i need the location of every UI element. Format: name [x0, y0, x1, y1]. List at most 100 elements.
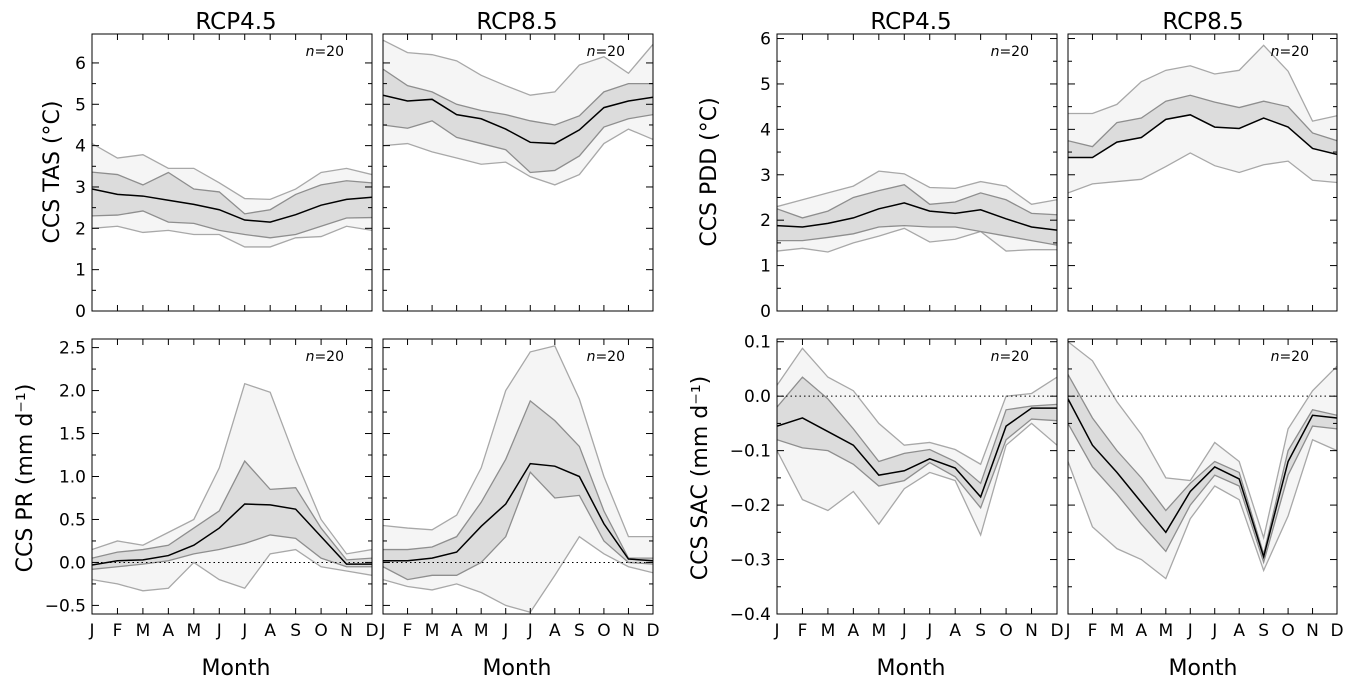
panel-frame: [776, 338, 1058, 615]
inner-band-upper-line: [1068, 94, 1337, 148]
plot-area: [383, 39, 653, 186]
inner-band-lower-line: [777, 418, 1057, 510]
outer-band-upper-line: [777, 347, 1057, 466]
inner-band-upper-line: [92, 171, 372, 215]
n-label: n=20: [587, 44, 625, 60]
plot-area: [777, 170, 1057, 253]
y-tick-label: 3: [760, 166, 771, 186]
x-tick-label: J: [379, 621, 385, 641]
ylabel-tas: CCS TAS (°C): [40, 101, 65, 244]
inner-band-upper-line: [383, 68, 653, 126]
x-tick-label: O: [999, 621, 1012, 641]
x-tick-label: M: [425, 621, 440, 641]
panel-frame: [91, 33, 373, 312]
panel-pr-rcp45: J F M A M J J A S O N D−0.50.00.51.01.52.02.5 n=20: [45, 338, 379, 641]
x-tick-label: D: [365, 621, 378, 641]
ylabel-pr: CCS PR (mm d⁻¹): [13, 384, 38, 573]
col-title-tas-rcp85: RCP8.5: [476, 9, 557, 35]
x-tick-label: J: [773, 621, 779, 641]
outer-band-lower-line: [777, 422, 1057, 537]
n-label: n=20: [1271, 349, 1309, 365]
x-tick-label: J: [502, 621, 508, 641]
xlabel-sac-rcp45: Month: [877, 656, 946, 681]
y-tick-label: 2: [760, 211, 771, 231]
y-tick-label: −0.1: [730, 442, 771, 462]
x-tick-label: J: [1211, 621, 1217, 641]
x-tick-label: A: [163, 621, 175, 641]
y-tick-label: 0.1: [744, 333, 771, 353]
inner-band-lower-line: [383, 471, 653, 581]
outer-band-lower-line: [383, 535, 653, 614]
n-label: n=20: [306, 349, 344, 365]
plot-area: [92, 142, 372, 248]
inner-band-lower-line: [777, 224, 1057, 246]
y-tick-label: −0.5: [45, 596, 86, 616]
inner-band-fill: [383, 69, 653, 173]
x-tick-label: A: [949, 621, 961, 641]
x-tick-label: M: [474, 621, 489, 641]
y-tick-label: 0.0: [59, 553, 86, 573]
outer-band-lower-line: [1068, 152, 1337, 194]
outer-band-upper-line: [777, 170, 1057, 208]
inner-band-lower-line: [383, 113, 653, 174]
x-tick-label: M: [1158, 621, 1173, 641]
inner-band-lower-line: [1068, 423, 1337, 565]
panel-sac-rcp85: J F M A M J J A S O N Dn=20: [1064, 338, 1344, 641]
y-tick-label: −0.2: [730, 496, 771, 516]
y-tick-label: 1.0: [59, 468, 86, 488]
n-label: n=20: [991, 44, 1029, 60]
y-tick-label: 3: [75, 178, 86, 198]
panel-sac-rcp45: J F M A M J J A S O N D−0.4−0.3−0.2−0.10.00.1n=20: [730, 333, 1064, 641]
n-label: n=20: [306, 44, 344, 60]
plot-area: [1068, 341, 1337, 580]
y-tick-label: 2: [75, 219, 86, 239]
x-tick-label: J: [901, 621, 907, 641]
panel-tas-rcp45: 0 1 2 3 4 5 6 n=20: [75, 33, 373, 322]
x-tick-label: A: [549, 621, 561, 641]
panel-frame: [1067, 33, 1338, 312]
median-line: [1068, 398, 1337, 560]
outer-band-lower-line: [383, 128, 653, 186]
median-line: [92, 188, 372, 223]
y-tick-label: 4: [75, 137, 86, 157]
y-tick-label: 0: [760, 302, 771, 322]
x-tick-label: A: [451, 621, 463, 641]
x-tick-label: J: [1064, 621, 1070, 641]
ylabel-pdd: CCS PDD (°C): [697, 97, 722, 246]
x-tick-label: J: [1187, 621, 1193, 641]
x-tick-label: D: [1330, 621, 1343, 641]
y-tick-label: 0: [75, 302, 86, 322]
y-tick-label: 6: [760, 30, 771, 50]
x-tick-label: F: [1088, 621, 1098, 641]
inner-band-upper-line: [777, 184, 1057, 219]
n-label: n=20: [587, 349, 625, 365]
x-tick-label: N: [340, 621, 353, 641]
ylabel-sac: CCS SAC (mm d⁻¹): [688, 376, 713, 581]
y-tick-label: 1.5: [59, 425, 86, 445]
n-label: n=20: [991, 349, 1029, 365]
inner-band-lower-line: [92, 210, 372, 239]
y-tick-label: 2.5: [59, 339, 86, 359]
outer-band-upper-line: [383, 345, 653, 538]
outer-band-lower-line: [777, 227, 1057, 253]
outer-band-upper-line: [383, 39, 653, 96]
x-tick-label: M: [821, 621, 836, 641]
panel-frame: [382, 33, 654, 312]
col-title-pdd-rcp85: RCP8.5: [1162, 9, 1243, 35]
x-tick-label: S: [574, 621, 585, 641]
plot-area: [777, 347, 1057, 537]
outer-band-lower-line: [92, 225, 372, 248]
panel-pr-rcp85: J F M A M J J A S O N Dn=20: [379, 338, 660, 641]
plot-area: [1068, 44, 1337, 194]
inner-band-fill: [1068, 95, 1337, 158]
inner-band-upper-line: [92, 459, 372, 561]
y-tick-label: −0.3: [730, 551, 771, 571]
panel-pdd-rcp85: n=20: [1067, 33, 1338, 312]
inner-band-fill: [1068, 374, 1337, 563]
x-tick-label: A: [264, 621, 276, 641]
panel-frame: [776, 33, 1058, 312]
x-tick-label: N: [1025, 621, 1038, 641]
x-tick-label: J: [88, 621, 94, 641]
x-tick-label: D: [1050, 621, 1063, 641]
